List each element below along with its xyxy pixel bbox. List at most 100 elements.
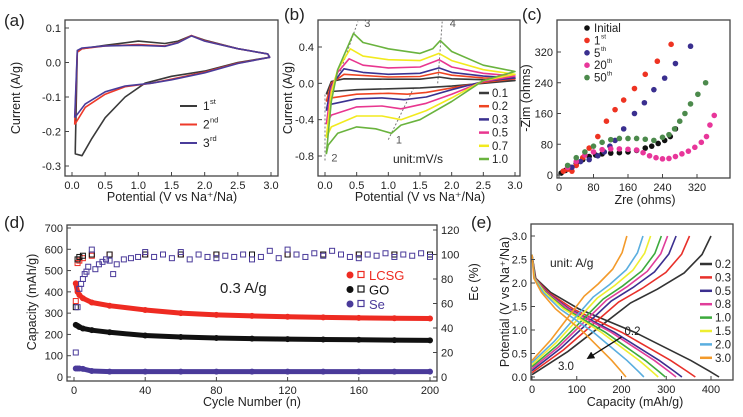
capacity-point-LCSG [391,315,398,322]
ec-point-Se [329,247,336,254]
nyquist-point-50 [616,135,623,142]
nyquist-point-20 [659,156,666,162]
capacity-point-GO [391,337,398,344]
x-tick-label: 3.0 [263,180,278,192]
y-tick-label: 0.0 [299,78,314,90]
ec-point-LCSG [106,251,113,258]
legend-label: 0.5 [492,128,508,140]
x-tick-label: 3.0 [507,180,522,192]
capacity-point-LCSG [249,312,255,319]
nyquist-point-20 [599,146,605,153]
y2-tick-label: 40 [441,323,453,335]
nyquist-point-1 [573,162,580,169]
nyquist-point-50 [590,143,597,149]
x-tick-label: 0.5 [98,180,113,192]
nyquist-point-5 [631,110,638,117]
legend-label: 20 [594,60,607,72]
nyquist-point-50 [607,136,614,143]
ec-point-Se [240,251,247,258]
discharge-curve-0.2 [531,254,720,378]
legend-label: Se [369,297,385,312]
x-tick-label: 320 [688,182,706,194]
x-tick-label: 160 [619,182,637,194]
y-tick-label: -0.1 [42,92,61,104]
legend-marker-ec [357,299,365,308]
nyquist-point-20 [625,146,631,153]
x-tick-label: 80 [210,385,222,397]
ec-point-Se [120,256,127,263]
ec-point-Se [302,253,309,260]
capacity-point-LCSG [106,302,113,309]
y-axis-label: Current (A/g) [281,62,295,134]
y-tick-label: 160 [535,109,553,121]
x-tick-label: 200 [421,385,439,397]
charge-curve-1.0 [531,235,663,368]
nyquist-point-5 [586,156,592,163]
plot-frame [66,224,438,382]
ec-point-LCSG [284,251,291,258]
capacity-point-Se [427,368,433,375]
panel-b [317,19,521,177]
y2-tick-label: 80 [441,274,453,286]
nyquist-point-1 [595,133,601,140]
legend-label: 0.3 [715,272,731,284]
x-tick-label: 0 [556,182,562,194]
nyquist-point-50 [625,135,631,142]
nyquist-point-50 [659,134,666,141]
capacity-point-Se [320,368,327,375]
legend-label: 0.7 [492,141,508,153]
nyquist-point-50 [666,131,672,138]
ec-point-Se [160,251,166,258]
x-tick-label: 2.0 [197,180,212,192]
capacity-point-LCSG [79,295,86,302]
x-tick-label: 1.5 [164,180,179,192]
y-tick-label: 600 [45,244,63,256]
legend-marker [584,25,590,31]
y-tick-label: -0.8 [295,151,314,163]
legend-label: 2.0 [715,339,731,351]
charge-curve-0.3 [531,235,691,374]
x-tick-label: 80 [587,182,599,194]
x-tick-label: 2.5 [230,180,245,192]
ec-point-Se [346,253,353,260]
nyquist-point-50 [702,79,709,86]
rate-arrow [586,336,622,360]
legend-label-sup: st [210,97,217,106]
ec-point-Se [320,252,327,259]
peak-guide-line [387,87,415,140]
y-tick-label: 0.5 [512,349,527,361]
peak-label: 4 [450,18,456,30]
x-tick-label: 2.0 [444,180,459,192]
legend-label-sup: st [601,33,606,40]
nyquist-point-5 [687,43,694,50]
capacity-point-Se [249,368,255,375]
ec-point-Se [418,250,425,257]
ec-point-Se [74,304,81,311]
ec-point-GO [284,251,291,258]
ec-point-Se [92,266,99,273]
legend-marker-ec [357,285,365,293]
legend-marker-capacity [346,286,354,293]
ec-point-Se [195,251,202,258]
ec-point-Se [427,253,433,260]
legend-label-sup: nd [210,116,218,125]
ec-point-LCSG [213,251,220,258]
x-tick-label: 300 [657,384,675,396]
nyquist-point-20 [711,112,718,119]
unit-annotation: unit: A/g [550,256,593,270]
y-tick-label: 0.0 [512,372,527,384]
nyquist-point-50 [582,149,588,155]
panel-label: (c) [522,5,542,24]
legend-label: 1 [594,35,600,47]
nyquist-point-50 [564,162,571,169]
capacity-point-LCSG [142,306,149,313]
ec-point-Se [275,255,282,262]
ec-point-Se [364,251,371,258]
cv-curve-0.2 [325,71,516,103]
nyquist-point-5 [569,164,575,171]
legend-label: 2 [203,118,210,132]
legend-label: 5 [594,48,600,60]
y2-tick-label: 100 [441,250,459,262]
x-tick-label: 0 [71,385,77,397]
nyquist-point-20 [640,149,646,156]
